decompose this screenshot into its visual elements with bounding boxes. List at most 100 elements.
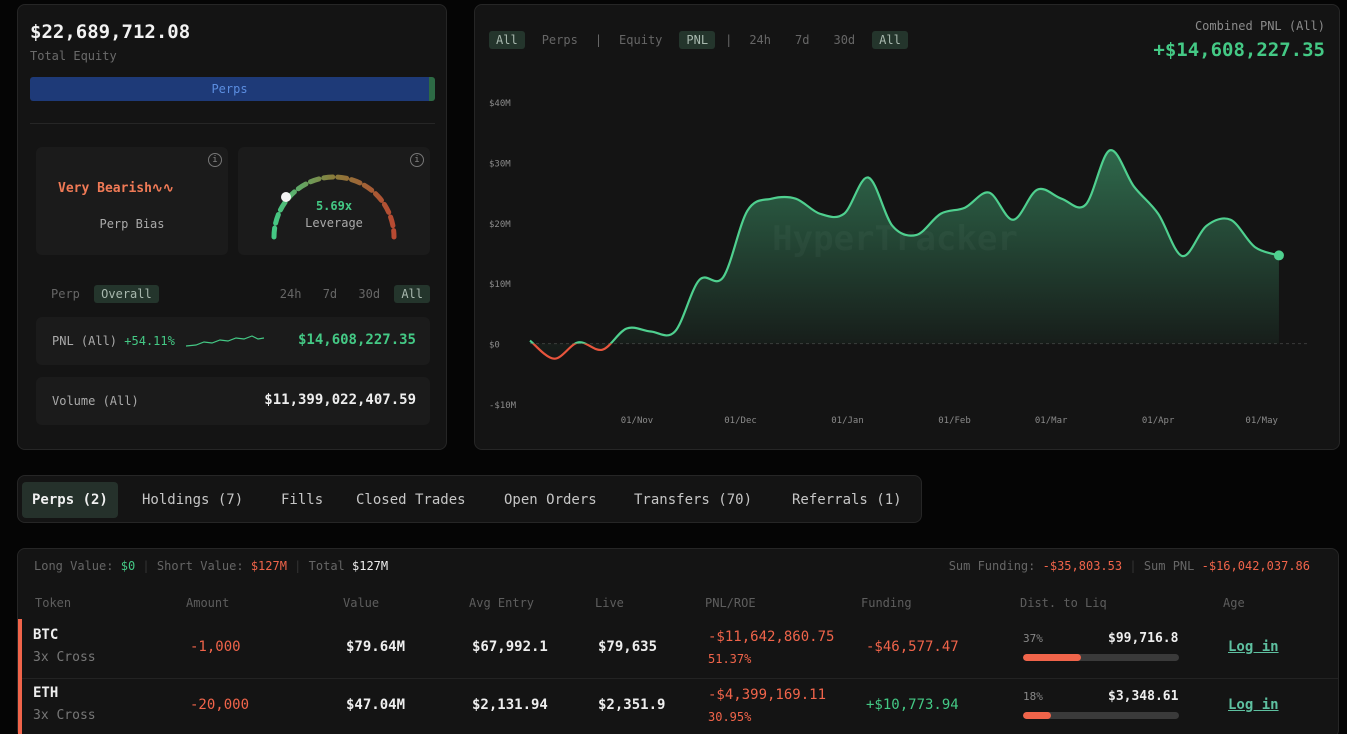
row-divider (18, 678, 1338, 679)
scope-perp[interactable]: Perp (51, 287, 80, 301)
position-amount: -1,000 (190, 639, 241, 655)
volume-stat-row: Volume (All) $11,399,022,407.59 (36, 377, 430, 425)
funding-value: +$10,773.94 (866, 697, 959, 713)
live-price: $2,351.9 (598, 697, 666, 713)
volume-value: $11,399,022,407.59 (264, 392, 416, 408)
column-header-dist-to-liq[interactable]: Dist. to Liq (1020, 596, 1107, 610)
period-30d[interactable]: 30d (358, 287, 381, 301)
chart-period-24h[interactable]: 24h (749, 33, 772, 47)
token-symbol: ETH (33, 685, 59, 701)
y-tick-label: $30M (489, 159, 511, 169)
period-filter: 24h 7d 30d All (273, 285, 430, 303)
period-all[interactable]: All (394, 285, 430, 303)
y-tick-label: $20M (489, 220, 511, 230)
liq-distance-fill (1023, 654, 1081, 661)
margin-mode: 3x Cross (33, 708, 96, 723)
pnl-chart-card: $40M $30M $20M $10M $0 -$10M 01/Nov 01/Dec 01/Ja… (474, 4, 1340, 450)
divider (30, 123, 435, 124)
pnl-stat-row: PNL (All) +54.11% $14,608,227.35 (36, 317, 430, 365)
info-icon[interactable]: i (410, 153, 424, 167)
chart-period-7d[interactable]: 7d (795, 33, 810, 47)
period-24h[interactable]: 24h (279, 287, 302, 301)
y-tick-label: $10M (489, 280, 511, 290)
chart-tab-all[interactable]: All (489, 31, 525, 49)
total-equity-label: Total Equity (30, 49, 117, 63)
column-header-avg-entry[interactable]: Avg Entry (469, 596, 535, 610)
leverage-label: Leverage (305, 216, 363, 230)
funding-summary: Sum Funding: -$35,803.53 | Sum PNL -$16,… (948, 559, 1310, 573)
tab-holdings[interactable]: Holdings (7) (142, 492, 244, 508)
tab-referrals[interactable]: Referrals (1) (792, 492, 902, 508)
pnl-label: PNL (All) +54.11% (52, 334, 175, 348)
pnl-label-text: PNL (All) (52, 334, 118, 348)
positions-tab-bar: Perps (2) Holdings (7) Fills Closed Trad… (17, 475, 922, 523)
liq-distance-bar (1023, 654, 1179, 661)
column-header-amount[interactable]: Amount (186, 596, 230, 610)
short-value: $127M (250, 559, 287, 573)
login-link[interactable]: Log in (1228, 697, 1279, 713)
roe-percent: 51.37% (708, 652, 752, 666)
chart-tabs: All Perps | Equity PNL | 24h 7d 30d All (489, 31, 918, 49)
y-tick-label: $40M (489, 99, 511, 109)
chart-period-all[interactable]: All (872, 31, 908, 49)
separator: | (725, 33, 733, 47)
column-header-age[interactable]: Age (1223, 596, 1245, 610)
combined-pnl-value: +$14,608,227.35 (1153, 39, 1325, 61)
pnl-value: -$11,642,860.75 (708, 629, 835, 645)
sum-pnl-value: -$16,042,037.86 (1201, 559, 1310, 573)
token-symbol: BTC (33, 627, 59, 643)
leverage-gauge (271, 174, 397, 240)
position-amount: -20,000 (190, 697, 250, 713)
chart-tab-equity[interactable]: Equity (619, 33, 663, 47)
chart-tab-perps[interactable]: Perps (541, 33, 578, 47)
liq-distance-fill (1023, 712, 1052, 719)
scope-overall[interactable]: Overall (94, 285, 159, 303)
avg-entry: $67,992.1 (472, 639, 548, 655)
x-tick-label: 01/Dec (724, 416, 757, 426)
gauge-knob (281, 192, 291, 202)
pnl-value: $14,608,227.35 (297, 332, 416, 348)
tab-perps[interactable]: Perps (2) (22, 482, 118, 518)
position-value: $47.04M (346, 697, 406, 713)
column-header-token[interactable]: Token (35, 596, 72, 610)
leverage-value: 5.69x (315, 199, 353, 213)
chart-tab-pnl[interactable]: PNL (679, 31, 716, 49)
pnl-current-point (1273, 250, 1284, 261)
x-tick-label: 01/Jan (831, 416, 864, 426)
pnl-chart: $40M $30M $20M $10M $0 -$10M 01/Nov 01/Dec 01/Ja… (489, 99, 1310, 426)
liq-distance-percent: 37% (1023, 632, 1043, 645)
chart-period-30d[interactable]: 30d (833, 33, 856, 47)
x-tick-label: 01/May (1245, 416, 1278, 426)
tab-transfers[interactable]: Transfers (70) (634, 492, 753, 508)
x-tick-label: 01/Apr (1142, 416, 1175, 426)
x-tick-label: 01/Feb (938, 416, 971, 426)
short-side-marker (18, 677, 22, 734)
funding-value: -$46,577.47 (866, 639, 959, 655)
pnl-area (530, 150, 1279, 359)
tab-open-orders[interactable]: Open Orders (504, 492, 597, 508)
total-label: Total (308, 559, 345, 573)
tab-fills[interactable]: Fills (281, 492, 324, 508)
perps-allocation-bar: Perps (30, 77, 435, 101)
y-tick-label: $0 (489, 341, 500, 351)
margin-mode: 3x Cross (33, 650, 96, 665)
position-value: $79.64M (346, 639, 406, 655)
table-row[interactable]: ETH 3x Cross -20,000 $47.04M $2,131.94 $… (18, 677, 1338, 734)
tab-closed-trades[interactable]: Closed Trades (356, 492, 466, 508)
column-header-value[interactable]: Value (343, 596, 380, 610)
info-icon[interactable]: i (208, 153, 222, 167)
table-row[interactable]: BTC 3x Cross -1,000 $79.64M $67,992.1 $7… (18, 619, 1338, 677)
period-7d[interactable]: 7d (322, 287, 338, 301)
pnl-percent: +54.11% (124, 334, 175, 348)
pnl-line-positive (529, 149, 1280, 344)
y-tick-label: -$10M (489, 401, 517, 411)
column-header-funding[interactable]: Funding (861, 596, 912, 610)
column-header-pnl-roe[interactable]: PNL/ROE (705, 596, 756, 610)
column-header-live[interactable]: Live (595, 596, 624, 610)
pnl-sparkline (186, 335, 264, 347)
scope-filter: Perp Overall (44, 285, 159, 303)
login-link[interactable]: Log in (1228, 639, 1279, 655)
volume-label: Volume (All) (52, 394, 139, 408)
avg-entry: $2,131.94 (472, 697, 548, 713)
perp-bias-label: Perp Bias (99, 217, 165, 231)
